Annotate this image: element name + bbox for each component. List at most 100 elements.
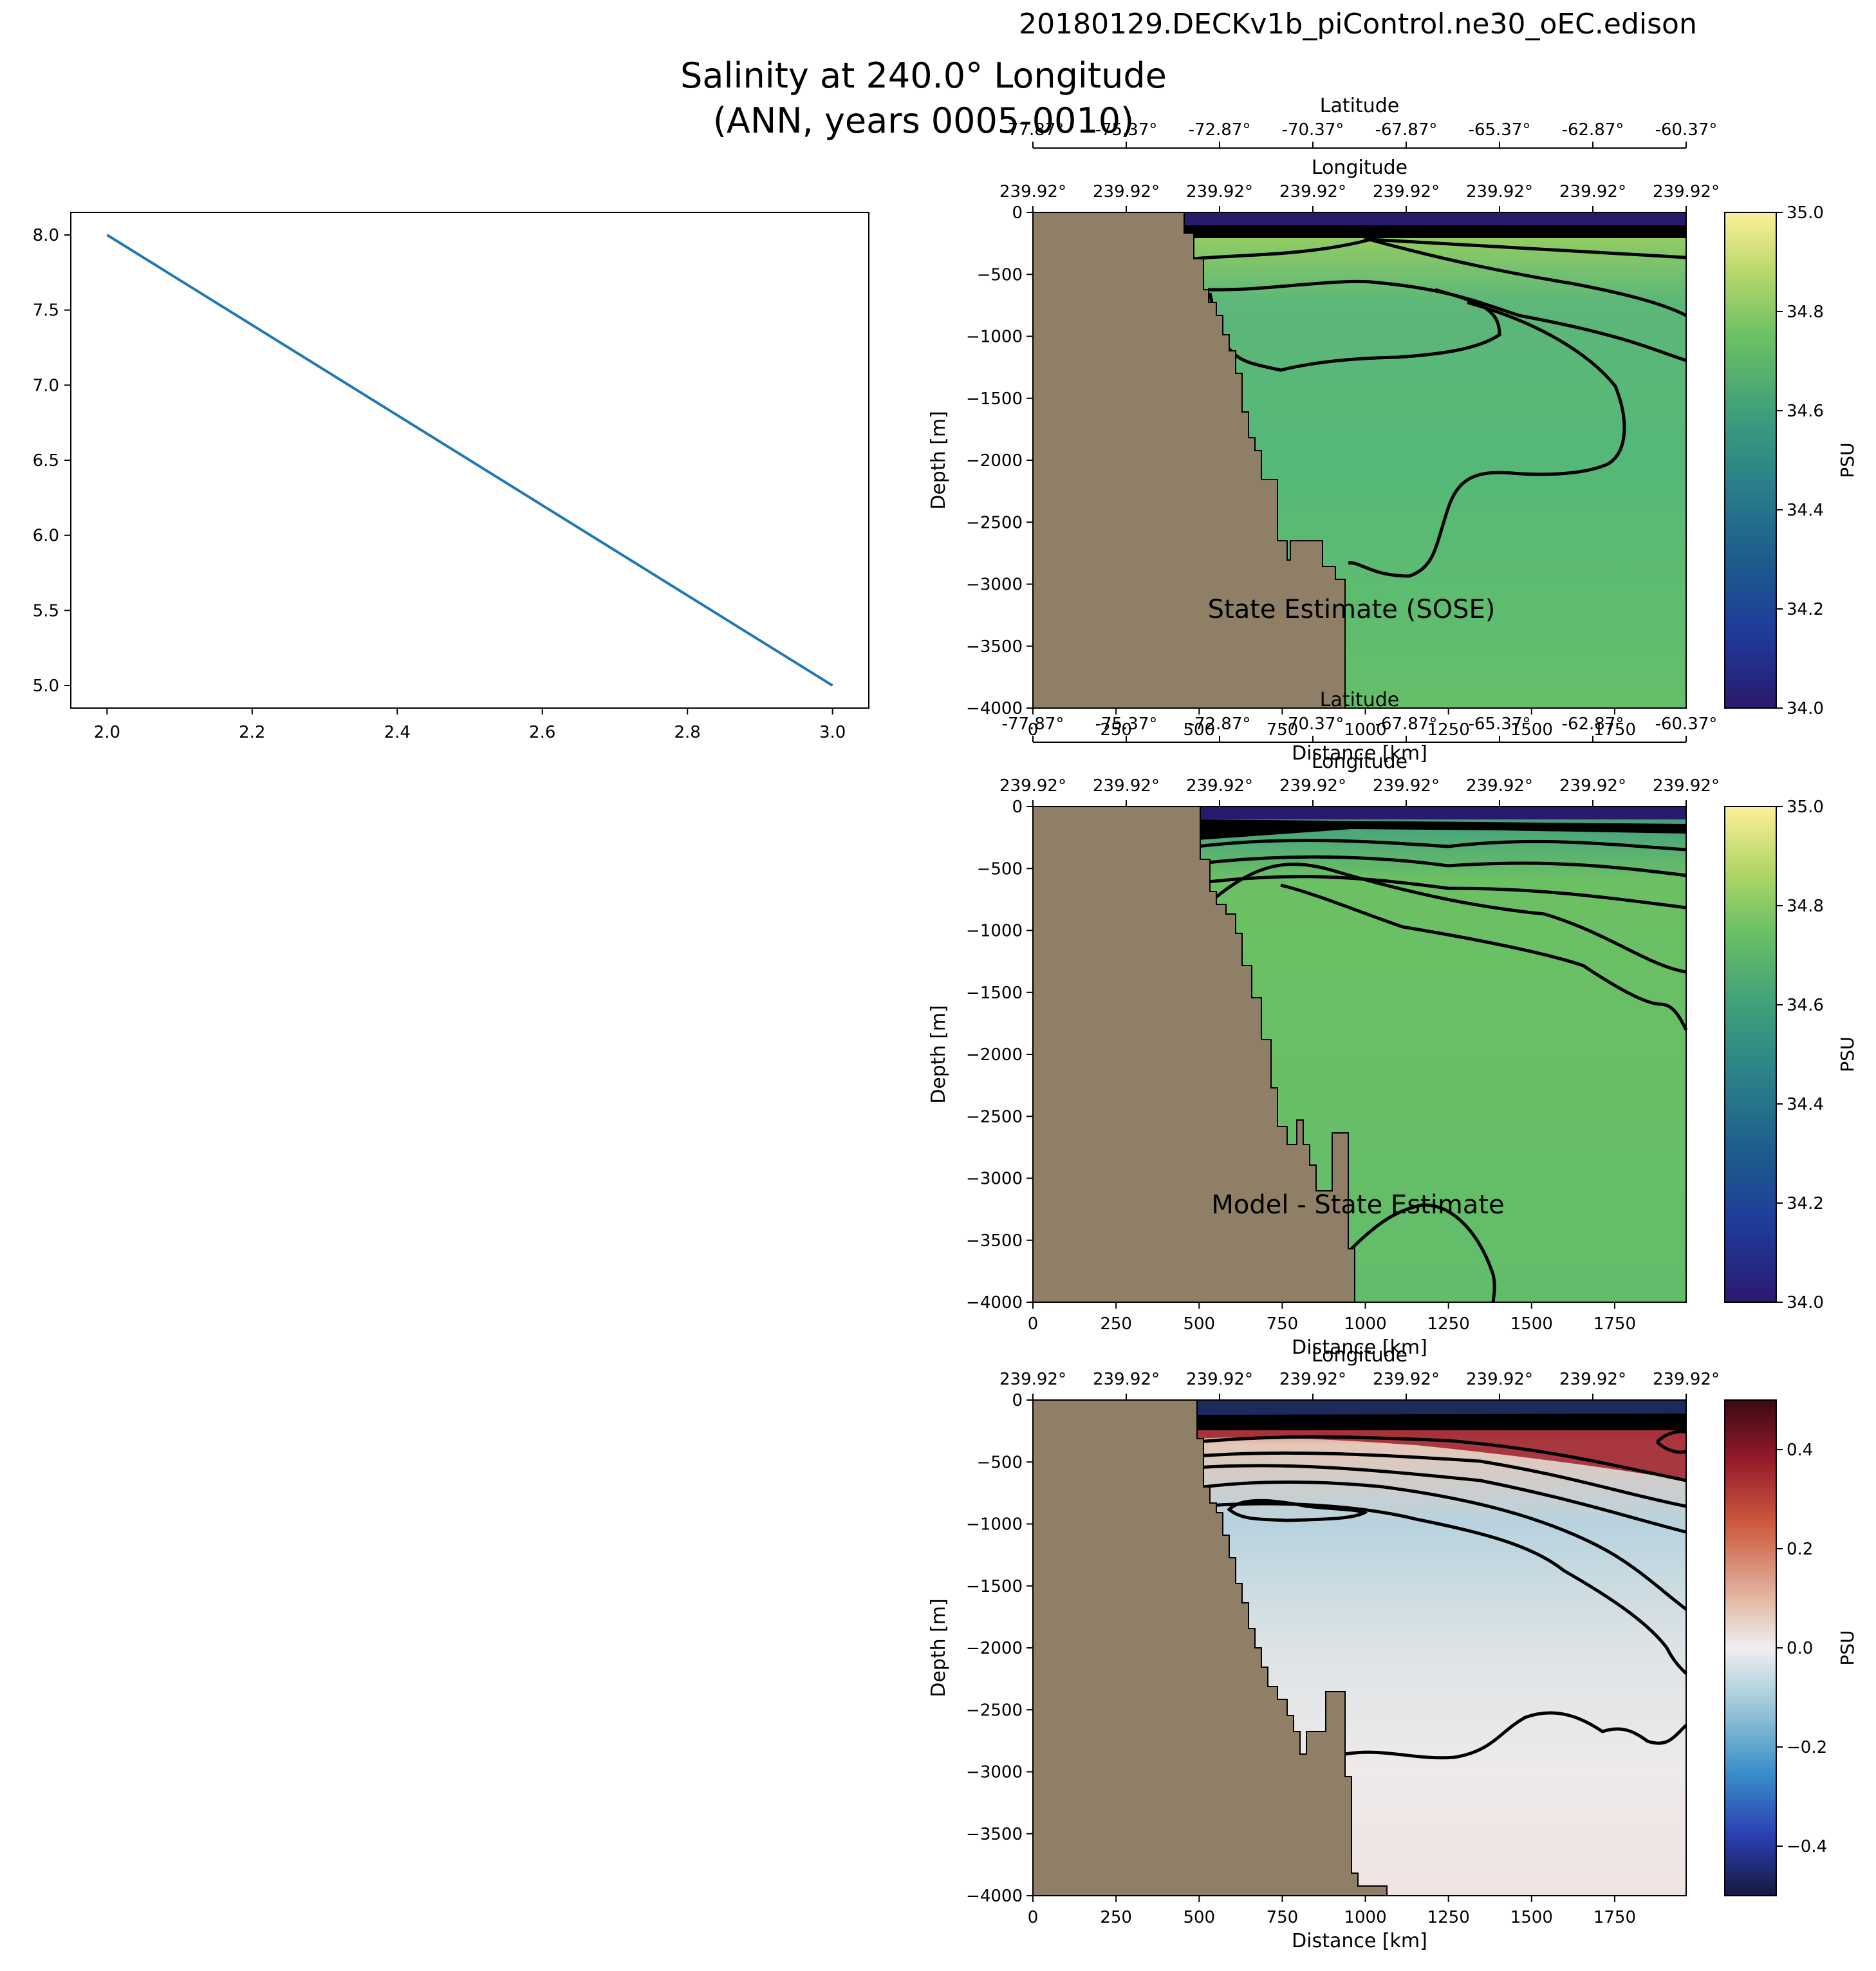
- longitude-tick-label: 239.92°: [1653, 776, 1720, 796]
- latitude-tick-label: -67.87°: [1375, 120, 1438, 140]
- depth-tick-label: −3000: [966, 575, 1023, 595]
- longitude-tick-label: 239.92°: [1279, 1370, 1346, 1389]
- distance-tick-label: 1250: [1427, 720, 1470, 740]
- longitude-tick-label: 239.92°: [1466, 1370, 1533, 1389]
- colorbar-tick-label: 34.8: [1787, 303, 1824, 322]
- land-mask: [1032, 806, 1355, 1303]
- x-tick-label: 2.8: [674, 723, 701, 742]
- y-tick-label: 7.5: [33, 301, 59, 321]
- depth-tick-label: −500: [977, 1453, 1023, 1472]
- colorbar-tick-label: 0.0: [1787, 1639, 1813, 1658]
- longitude-tick-label: 239.92°: [999, 182, 1066, 201]
- colorbar-label: PSU: [1837, 1036, 1858, 1072]
- land-mask: [1032, 1399, 1388, 1896]
- depth-tick-label: −1000: [966, 922, 1023, 941]
- x-tick-label: 2.2: [239, 723, 265, 742]
- section-panel-difference: 0 −500 −1000 −1500 −2000 −2500 −3000 −3500 −4000…: [927, 1344, 1858, 1952]
- longitude-tick-label: 239.92°: [1186, 1370, 1253, 1389]
- latitude-tick-label: -75.37°: [1095, 120, 1158, 140]
- contour-line: [1196, 839, 1687, 852]
- longitude-tick-label: 239.92°: [1466, 182, 1533, 201]
- y-tick-label: 5.5: [33, 601, 59, 621]
- latitude-tick-label: -60.37°: [1655, 120, 1718, 140]
- depth-tick-label: −3000: [966, 1170, 1023, 1189]
- latitude-tick-label: -72.87°: [1189, 120, 1251, 140]
- latitude-tick-label: -77.87°: [1002, 715, 1064, 734]
- contour-line: [1364, 236, 1687, 317]
- depth-axis-label: Depth [m]: [927, 1005, 950, 1104]
- latitude-axis-label: Latitude: [1320, 689, 1399, 711]
- surface-fresh-layer: [1033, 212, 1686, 227]
- contour-line: [1227, 1499, 1368, 1522]
- depth-tick-label: −1000: [966, 328, 1023, 347]
- distance-tick-label: 500: [1183, 720, 1215, 740]
- distance-tick-label: 1750: [1593, 720, 1636, 740]
- longitude-tick-label: 239.92°: [1093, 776, 1160, 796]
- colorbar-tick-label: 34.0: [1787, 699, 1824, 718]
- surface-contour-band: [1197, 1414, 1686, 1430]
- distance-tick-label: 1500: [1510, 1314, 1553, 1334]
- depth-tick-label: −2000: [966, 1045, 1023, 1065]
- contour-line: [1196, 1464, 1687, 1534]
- latitude-tick-label: -70.37°: [1282, 120, 1344, 140]
- contour-line: [1196, 1435, 1687, 1482]
- depth-tick-label: −4000: [966, 1887, 1023, 1906]
- longitude-tick-label: 239.92°: [1466, 776, 1533, 796]
- distance-tick-label: 750: [1267, 1908, 1299, 1927]
- x-tick-label: 3.0: [819, 723, 846, 742]
- longitude-tick-label: 239.92°: [1279, 182, 1346, 201]
- longitude-tick-label: 239.92°: [1653, 182, 1720, 201]
- longitude-tick-label: 239.92°: [1373, 182, 1440, 201]
- contour-line: [1203, 1481, 1687, 1611]
- y-tick-label: 7.0: [33, 376, 59, 395]
- colorbar-tick-label: 35.0: [1787, 798, 1824, 817]
- depth-tick-label: −1500: [966, 1577, 1023, 1596]
- colorbar-tick-label: 35.0: [1787, 203, 1824, 223]
- distance-axis-label: Distance [km]: [1292, 742, 1427, 765]
- contour-line: [1348, 301, 1626, 578]
- distance-tick-label: 750: [1267, 1314, 1299, 1334]
- distance-tick-label: 1750: [1593, 1314, 1636, 1334]
- panel-label: State Estimate (SOSE): [1208, 595, 1496, 624]
- depth-tick-label: 0: [1012, 798, 1023, 817]
- section-panel-model: Model - State Estimate 0 −500 −1000 −1500 −2…: [927, 689, 1858, 1359]
- longitude-tick-label: 239.92°: [1186, 182, 1253, 201]
- colorbar-tick-label: 34.6: [1787, 996, 1824, 1015]
- depth-tick-label: −4000: [966, 699, 1023, 718]
- colorbar-tick-label: 0.2: [1787, 1540, 1813, 1559]
- colorbar-tick-label: 34.6: [1787, 402, 1824, 421]
- distance-tick-label: 0: [1028, 720, 1039, 740]
- y-tick-label: 8.0: [33, 226, 59, 245]
- longitude-tick-label: 239.92°: [1653, 1370, 1720, 1389]
- line-plot: 2.0 2.2 2.4 2.6 2.8 3.0 5.0 5.5 6.0 6.5 7.0 7.5 8.0: [33, 212, 869, 742]
- colorbar-tick-label: 0.4: [1787, 1441, 1813, 1460]
- contour-line: [1208, 288, 1501, 372]
- depth-tick-label: −1500: [966, 984, 1023, 1003]
- depth-tick-label: −3500: [966, 1825, 1023, 1844]
- contour-line: [1280, 883, 1688, 1031]
- run-title: 20180129.DECKv1b_piControl.ne30_oEC.edis…: [1019, 8, 1697, 41]
- surface-contour-band: [1197, 819, 1686, 840]
- latitude-tick-label: -62.87°: [1562, 120, 1624, 140]
- longitude-tick-label: 239.92°: [1559, 182, 1626, 201]
- depth-tick-label: −2500: [966, 1701, 1023, 1720]
- longitude-tick-label: 239.92°: [1559, 776, 1626, 796]
- distance-tick-label: 1250: [1427, 1314, 1470, 1334]
- colorbar-label: PSU: [1837, 442, 1858, 478]
- colorbar: [1724, 806, 1777, 1303]
- latitude-axis-label: Latitude: [1320, 95, 1399, 117]
- longitude-tick-label: 239.92°: [1279, 776, 1346, 796]
- depth-tick-label: 0: [1012, 203, 1023, 223]
- depth-tick-label: −2000: [966, 451, 1023, 471]
- distance-axis-label: Distance [km]: [1292, 1930, 1427, 1952]
- longitude-tick-label: 239.92°: [1093, 182, 1160, 201]
- depth-tick-label: −1000: [966, 1515, 1023, 1535]
- x-tick-label: 2.0: [94, 723, 120, 742]
- y-tick-label: 6.5: [33, 451, 59, 471]
- distance-tick-label: 250: [1100, 1314, 1132, 1334]
- contour-line: [1193, 238, 1687, 261]
- surface-contour-band: [1181, 225, 1686, 238]
- contour-line: [1350, 1203, 1496, 1303]
- section-panel-sose: State Estimate (SOSE) 0 −500 −1000 −1500 −20…: [927, 95, 1858, 765]
- distance-tick-label: 1500: [1510, 720, 1553, 740]
